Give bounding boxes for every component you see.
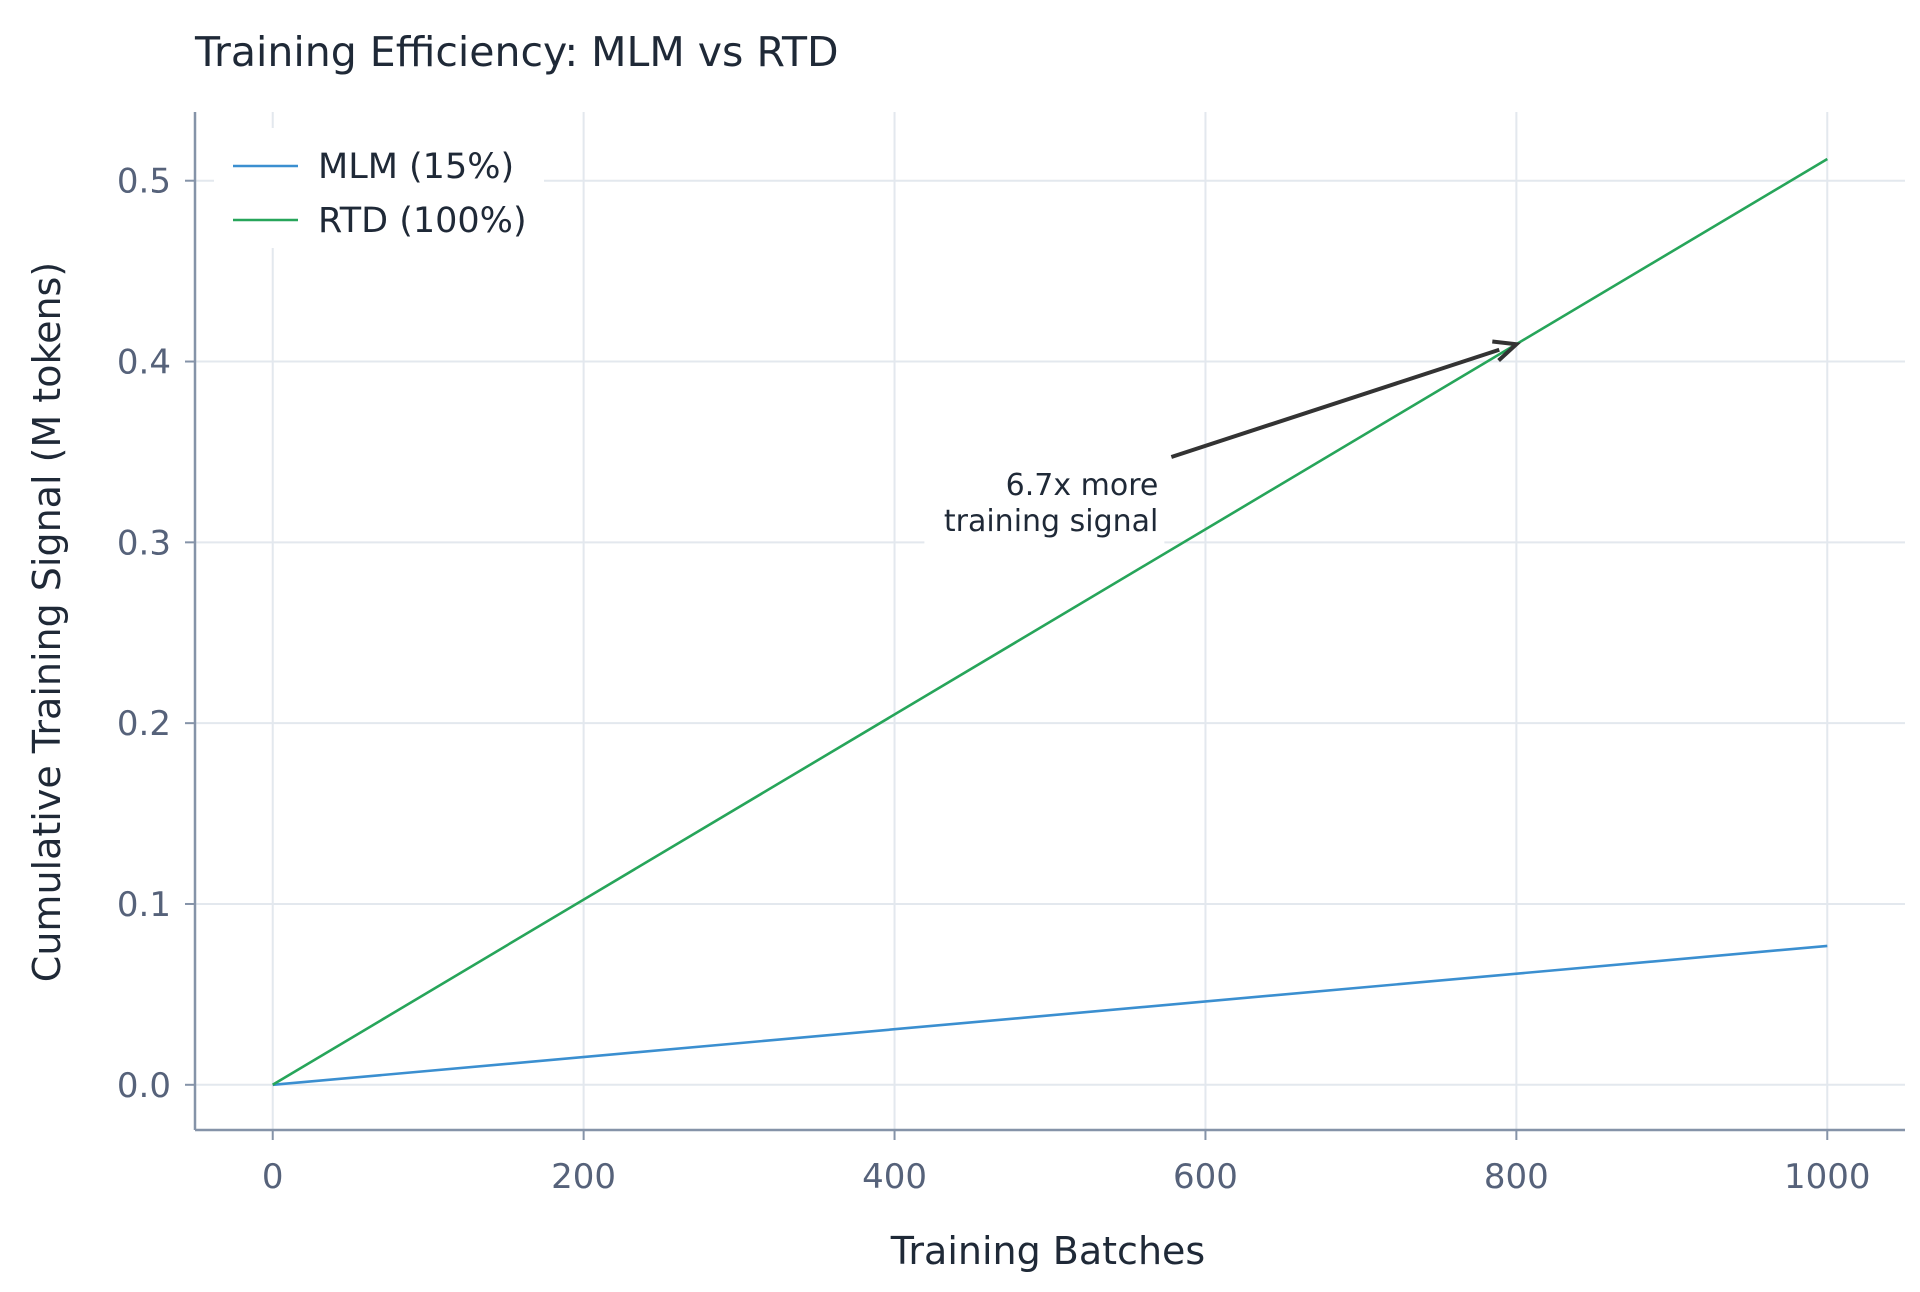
legend-label: RTD (100%) [318, 201, 527, 241]
axes [193, 112, 1905, 1132]
y-axis-label: Cumulative Training Signal (M tokens) [25, 262, 69, 982]
annotation-text-line: training signal [944, 504, 1159, 539]
annotation-text-line: 6.7x more [1006, 468, 1159, 503]
x-axis-label: Training Batches [890, 1229, 1205, 1273]
legend-box [214, 128, 544, 248]
y-tick-label: 0.1 [117, 885, 171, 925]
annotation-arrow-shaft [1170, 347, 1500, 459]
annotation-background [924, 466, 1165, 545]
x-tick-label: 1000 [1784, 1157, 1871, 1197]
legend: MLM (15%) RTD (100%) [214, 128, 544, 248]
y-tick-label: 0.3 [117, 523, 171, 563]
chart-title: Training Efficiency: MLM vs RTD [194, 28, 839, 76]
series-line-rtd [272, 157, 1828, 1086]
y-tick-label: 0.4 [117, 343, 171, 383]
y-tick-label: 0.5 [117, 162, 171, 202]
x-tick-label: 200 [551, 1157, 616, 1197]
x-tick-label: 0 [262, 1157, 284, 1197]
y-tick-label: 0.2 [117, 704, 171, 744]
x-tick-label: 400 [862, 1157, 927, 1197]
x-tick-label: 600 [1173, 1157, 1238, 1197]
series-line-mlm [272, 944, 1828, 1087]
annotation-arrow-head [1492, 339, 1521, 362]
legend-label: MLM (15%) [318, 147, 514, 187]
x-tick-label: 800 [1484, 1157, 1549, 1197]
tick-labels: 0 200 400 600 800 1000 0.0 0.1 0.2 0.3 0.4 0.5 [117, 162, 1871, 1197]
y-tick-label: 0.0 [117, 1066, 171, 1106]
series-lines [272, 157, 1828, 1087]
